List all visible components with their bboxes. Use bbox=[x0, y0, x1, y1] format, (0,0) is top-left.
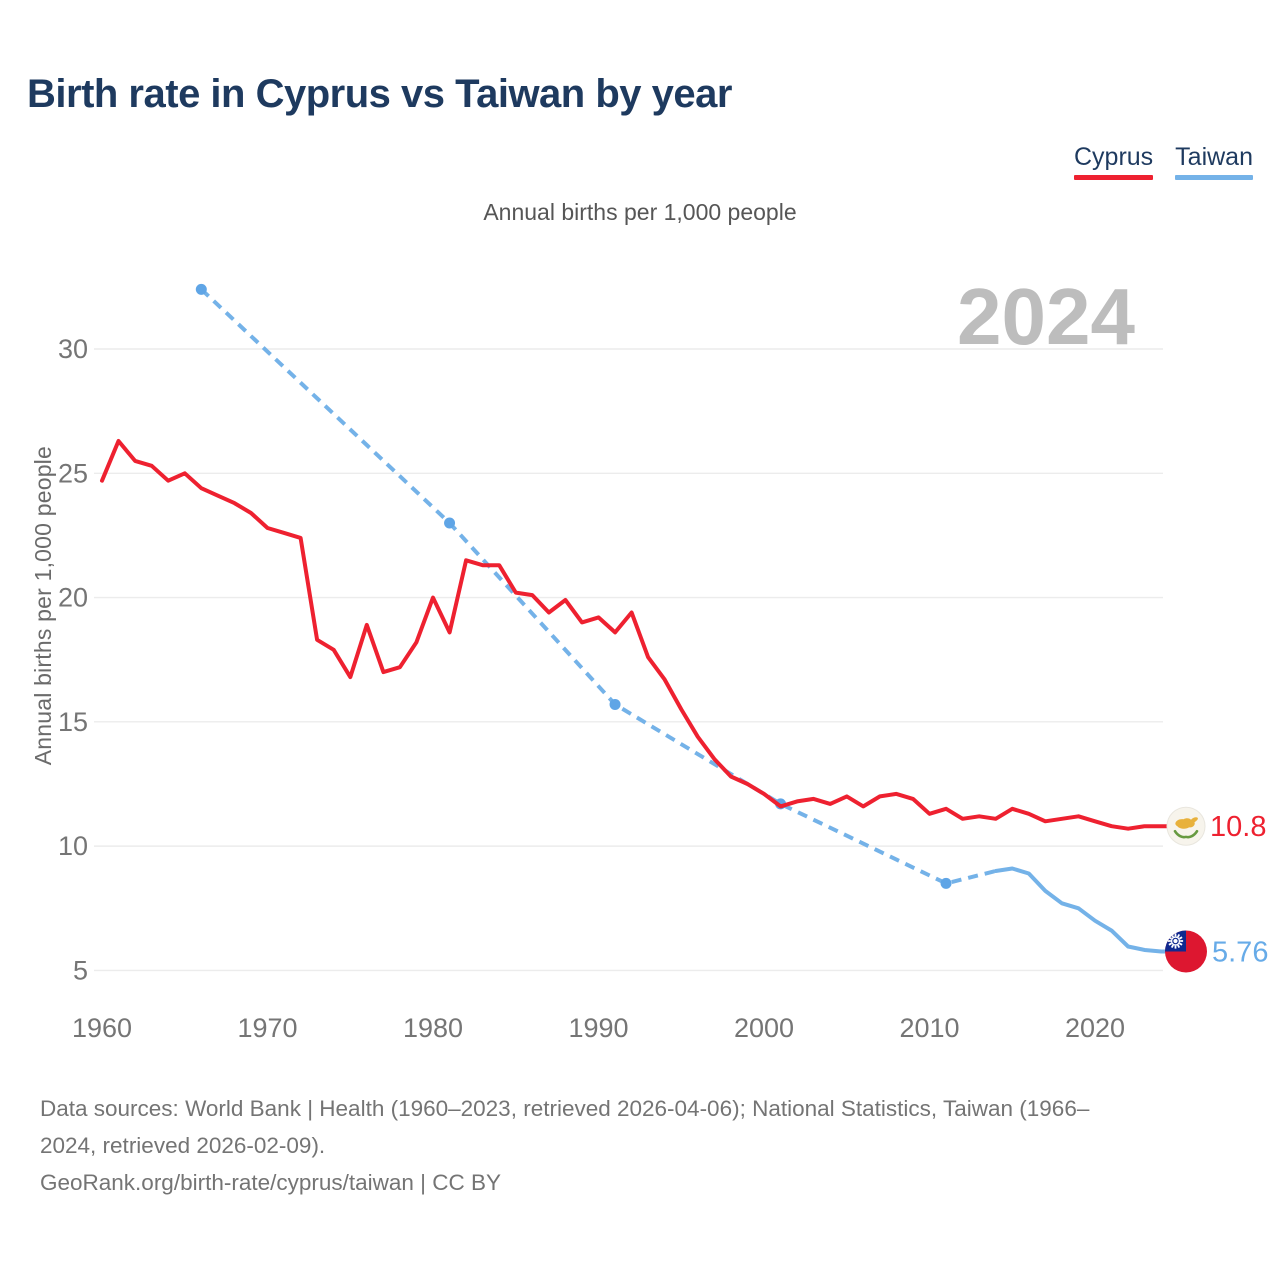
legend-color-bar-cyprus bbox=[1073, 175, 1154, 180]
legend-item-cyprus: Cyprus bbox=[1073, 143, 1154, 180]
taiwan-data-point bbox=[444, 517, 456, 529]
watermark-year: 2024 bbox=[957, 272, 1135, 361]
cyprus-line bbox=[100, 439, 1172, 831]
legend-item-taiwan: Taiwan bbox=[1175, 143, 1253, 180]
y-tick-label: 5 bbox=[73, 955, 88, 985]
taiwan-end-value-label: 5.76 bbox=[1212, 937, 1268, 969]
x-tick-label: 2000 bbox=[734, 1013, 794, 1043]
x-tick-label: 1980 bbox=[403, 1013, 463, 1043]
legend: Cyprus Taiwan bbox=[1073, 143, 1253, 180]
x-tick-label: 1970 bbox=[237, 1013, 297, 1043]
legend-color-bar-taiwan bbox=[1175, 175, 1253, 180]
taiwan-data-point bbox=[609, 698, 621, 710]
footer-data-sources-line1: Data sources: World Bank | Health (1960–… bbox=[40, 1096, 1090, 1121]
x-tick-label: 1960 bbox=[72, 1013, 132, 1043]
x-tick-label: 2020 bbox=[1065, 1013, 1125, 1043]
y-tick-label: 20 bbox=[58, 583, 88, 613]
x-tick-label: 2010 bbox=[899, 1013, 959, 1043]
legend-label-cyprus: Cyprus bbox=[1073, 143, 1154, 171]
legend-label-taiwan: Taiwan bbox=[1175, 143, 1253, 171]
taiwan-flag-icon bbox=[1165, 930, 1207, 973]
cyprus-flag-icon bbox=[1166, 806, 1206, 846]
chart-subtitle: Annual births per 1,000 people bbox=[483, 199, 797, 225]
taiwan-dashed-line bbox=[199, 287, 997, 886]
x-tick-label: 1990 bbox=[568, 1013, 628, 1043]
y-tick-label: 30 bbox=[58, 334, 88, 364]
y-tick-label: 25 bbox=[58, 458, 88, 488]
footer-data-sources-line2: 2024, retrieved 2026-02-09). bbox=[40, 1133, 326, 1158]
taiwan-data-point bbox=[195, 283, 207, 295]
page-title: Birth rate in Cyprus vs Taiwan by year bbox=[27, 72, 732, 116]
footer-attribution-link[interactable]: GeoRank.org/birth-rate/cyprus/taiwan | C… bbox=[40, 1170, 502, 1195]
y-tick-label: 10 bbox=[58, 831, 88, 861]
y-tick-label: 15 bbox=[58, 707, 88, 737]
taiwan-data-point bbox=[940, 877, 952, 889]
taiwan-solid-line bbox=[993, 866, 1172, 954]
footer: Data sources: World Bank | Health (1960–… bbox=[40, 1090, 1260, 1201]
cyprus-end-value-label: 10.8 bbox=[1210, 811, 1266, 843]
